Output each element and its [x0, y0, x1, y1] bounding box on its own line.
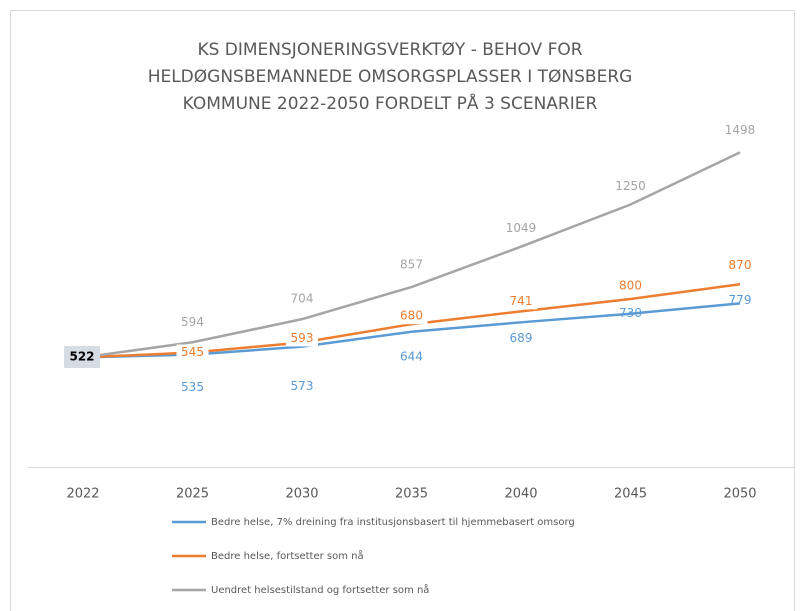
legend-label: Bedre helse, 7% dreining fra institusjon… [211, 517, 575, 528]
data-label: 689 [510, 331, 533, 345]
data-label: 594 [181, 315, 204, 329]
data-label-bg [614, 178, 647, 195]
data-label-bg [724, 257, 756, 274]
chart-title: KOMMUNE 2022-2050 FORDELT PÅ 3 SCENARIER [183, 92, 598, 114]
x-tick-label: 2025 [176, 487, 209, 502]
data-label: 779 [729, 293, 752, 307]
x-tick-label: 2040 [504, 487, 537, 502]
chart-title: KS DIMENSJONERINGSVERKTØY - BEHOV FOR [197, 40, 582, 60]
data-label-bg [505, 293, 537, 310]
x-tick-label: 2035 [395, 487, 428, 502]
data-label-bg [395, 257, 428, 274]
data-label: 680 [400, 309, 423, 323]
data-label-bg [395, 308, 428, 325]
data-label: 573 [291, 379, 314, 393]
data-label-bg [176, 314, 209, 331]
legend-label: Bedre helse, fortsetter som nå [211, 549, 364, 562]
data-label: 1250 [615, 179, 646, 193]
x-tick-label: 2030 [285, 487, 318, 502]
series-line [82, 151, 741, 359]
data-label-bg [286, 330, 318, 347]
data-label: 593 [291, 331, 314, 345]
data-label-bg [505, 220, 537, 237]
data-label-bg [614, 278, 647, 294]
x-tick-label: 2045 [614, 487, 647, 502]
chart-title: HELDØGNSBEMANNEDE OMSORGSPLASSER I TØNSB… [148, 67, 633, 87]
x-tick-label: 2022 [66, 487, 99, 502]
data-label-bg [286, 291, 318, 308]
data-label: 704 [291, 292, 314, 306]
data-label: 644 [400, 349, 423, 363]
data-label: 870 [729, 258, 752, 272]
data-label: 800 [619, 279, 642, 293]
data-label: 730 [619, 306, 642, 320]
data-label-bg [724, 122, 756, 139]
data-label: 535 [181, 380, 204, 394]
legend-label: Uendret helsestilstand og fortsetter som… [211, 583, 429, 596]
data-label: 522 [69, 350, 94, 364]
data-label: 1498 [725, 123, 756, 137]
data-label: 741 [510, 294, 533, 308]
data-label-bg [64, 346, 100, 368]
x-tick-label: 2050 [723, 487, 756, 502]
data-label: 857 [400, 258, 423, 272]
data-label: 1049 [506, 221, 537, 235]
data-label: 545 [181, 345, 204, 359]
data-label-bg [176, 344, 209, 361]
